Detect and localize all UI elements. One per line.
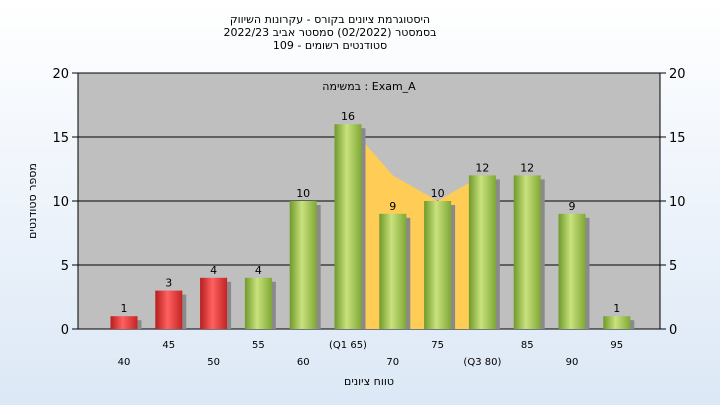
y-tick-label: 10 [669, 195, 686, 210]
x-axis-label: טווח ציונים [344, 375, 394, 388]
y-tick-label: 20 [669, 67, 686, 82]
bar [155, 290, 183, 329]
data-label: 9 [389, 200, 396, 213]
data-label: 1 [613, 302, 620, 315]
data-labels: 1 3 4 4 10 16 9 10 12 12 9 1 [121, 110, 621, 315]
y-tick-label: 5 [61, 259, 69, 274]
title-line-1: היסטוגרמת ציונים בקורס - עקרונות השיווק [230, 13, 430, 26]
data-label: 4 [255, 264, 262, 277]
data-label: 12 [520, 161, 534, 174]
y-tick-label: 15 [669, 131, 686, 146]
y-ticks-right: 0 5 10 15 20 [660, 67, 686, 338]
title-line-3: סטודנטים רשומים - 109 [273, 39, 387, 52]
data-label: 1 [121, 302, 128, 315]
x-tick-label: 95 [610, 340, 623, 351]
chart-title: היסטוגרמת ציונים בקורס - עקרונות השיווק … [223, 13, 436, 52]
x-tick-label: 70 [386, 357, 399, 368]
data-label: 10 [296, 187, 310, 200]
x-tick-label: 60 [297, 357, 310, 368]
y-tick-label: 20 [52, 67, 69, 82]
bar [110, 316, 138, 329]
x-tick-label: 40 [118, 357, 131, 368]
exam-annotation: במשימה : Exam_A [322, 80, 416, 93]
x-tick-label: 45 [162, 340, 175, 351]
x-tick-label: (Q1 65) [329, 340, 367, 351]
bar [603, 316, 631, 329]
data-label: 12 [475, 161, 489, 174]
bar [424, 201, 452, 329]
y-axis-label: מספר סטודנטים [26, 163, 39, 239]
data-label: 16 [341, 110, 355, 123]
data-label: 3 [165, 277, 172, 290]
title-line-2: בסמסטר (02/2022) סמסטר אביב 2022/23 [223, 26, 436, 39]
bar [558, 213, 586, 329]
y-tick-label: 15 [52, 131, 69, 146]
bar [468, 175, 496, 329]
x-tick-label: 75 [431, 340, 444, 351]
y-tick-label: 10 [52, 195, 69, 210]
bar [244, 277, 272, 329]
data-label: 9 [569, 200, 576, 213]
x-tick-labels: 40 45 50 55 60 (Q1 65) 70 75 (Q3 80) 85 90 95 [118, 340, 624, 368]
x-tick-label: 90 [566, 357, 579, 368]
x-tick-label: 85 [521, 340, 534, 351]
bar [289, 201, 317, 329]
data-label: 4 [210, 264, 217, 277]
bar [334, 124, 362, 329]
x-tick-label: 55 [252, 340, 265, 351]
y-tick-label: 0 [61, 323, 69, 338]
bar [513, 175, 541, 329]
y-tick-label: 0 [669, 323, 677, 338]
bar [200, 277, 228, 329]
x-tick-label: (Q3 80) [463, 357, 501, 368]
y-ticks-left: 0 5 10 15 20 [52, 67, 78, 338]
y-tick-label: 5 [669, 259, 677, 274]
data-label: 10 [431, 187, 445, 200]
x-tick-label: 50 [207, 357, 220, 368]
bars [110, 124, 635, 329]
bar [379, 213, 407, 329]
